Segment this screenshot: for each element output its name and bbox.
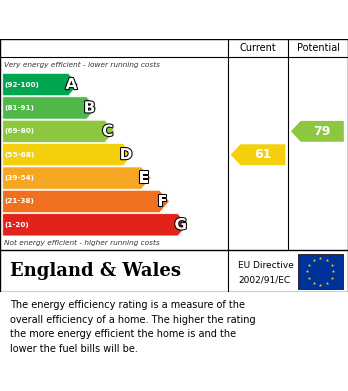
Polygon shape <box>231 144 285 165</box>
Polygon shape <box>3 97 96 119</box>
Text: The energy efficiency rating is a measure of the
overall efficiency of a home. T: The energy efficiency rating is a measur… <box>10 300 256 353</box>
Text: Energy Efficiency Rating: Energy Efficiency Rating <box>69 16 279 31</box>
Text: C: C <box>102 124 113 139</box>
Polygon shape <box>3 214 188 236</box>
Text: 2002/91/EC: 2002/91/EC <box>238 275 291 284</box>
Polygon shape <box>3 167 151 189</box>
Text: Potential: Potential <box>296 43 340 53</box>
Text: Very energy efficient - lower running costs: Very energy efficient - lower running co… <box>4 62 160 68</box>
Text: (21-38): (21-38) <box>5 199 34 204</box>
Text: G: G <box>174 217 187 232</box>
Text: 79: 79 <box>314 125 331 138</box>
Text: F: F <box>157 194 168 209</box>
Text: A: A <box>65 77 77 92</box>
Text: England & Wales: England & Wales <box>10 262 181 280</box>
Text: E: E <box>139 170 149 186</box>
Text: B: B <box>84 100 95 115</box>
Text: D: D <box>120 147 132 162</box>
Polygon shape <box>3 120 114 142</box>
Text: EU Directive: EU Directive <box>238 260 294 269</box>
Text: (92-100): (92-100) <box>5 82 39 88</box>
Polygon shape <box>291 121 344 142</box>
Polygon shape <box>3 190 169 212</box>
Bar <box>298 254 343 289</box>
Text: Not energy efficient - higher running costs: Not energy efficient - higher running co… <box>4 240 160 246</box>
Text: (69-80): (69-80) <box>5 128 35 135</box>
Text: Current: Current <box>240 43 276 53</box>
Text: (55-68): (55-68) <box>5 152 35 158</box>
Text: 61: 61 <box>254 148 271 161</box>
Text: (39-54): (39-54) <box>5 175 34 181</box>
Text: (1-20): (1-20) <box>5 222 29 228</box>
Text: (81-91): (81-91) <box>5 105 34 111</box>
Polygon shape <box>3 143 133 166</box>
Polygon shape <box>3 74 78 96</box>
